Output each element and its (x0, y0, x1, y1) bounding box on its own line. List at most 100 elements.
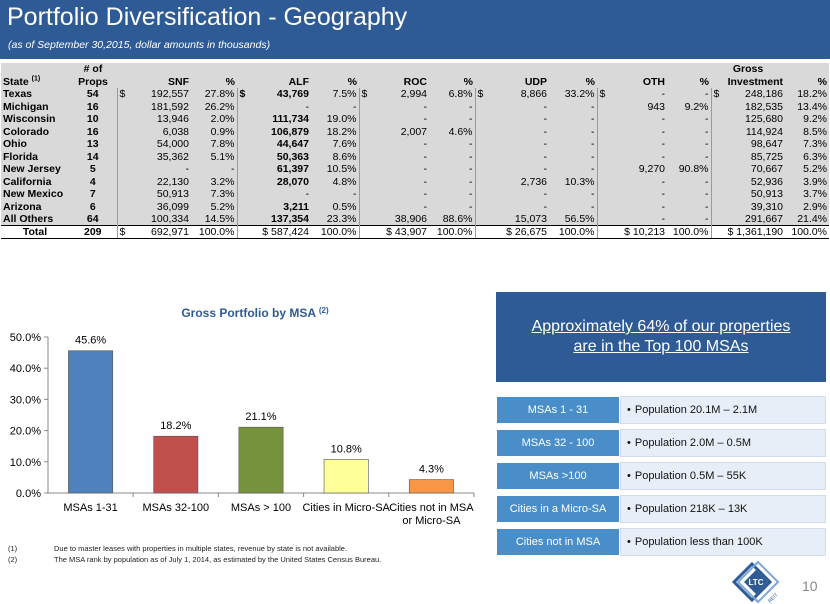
x-tick-label: Cities not in MSA (389, 502, 474, 514)
cell-state: Texas (1, 88, 69, 101)
cell-alf-pct: 7.6% (311, 138, 359, 151)
y-tick-label: 40.0% (10, 363, 41, 375)
cell-alf: - (236, 100, 311, 113)
cell-oth-pct: - (667, 150, 711, 163)
cell-snf-pct: 26.2% (191, 100, 237, 113)
cell-investment: 39,310 (710, 200, 785, 213)
table-row: New Jersey 5- -61,397 10.5% - - - -9,270 90.8% 70… (1, 163, 829, 176)
msa-row: Cities not in MSA • Population less than 1… (496, 528, 826, 556)
cell-roc-pct: 6.8% (429, 88, 475, 101)
cell-roc-pct: 100.0% (429, 225, 475, 239)
table-row: Florida 14 35,362 5.1% 50,363 8.6% - - - - - -85,72… (1, 150, 829, 163)
cell-state: New Jersey (1, 163, 69, 176)
cell-inv-pct: 2.9% (785, 200, 829, 213)
header-alf: ALF (237, 75, 311, 88)
table-row: Ohio 13 54,000 7.8% 44,647 7.6% - - - - - -98,647 7.… (1, 138, 829, 151)
footnote-1: (1) Due to master leases with properties … (8, 544, 348, 553)
cell-alf-pct: 7.5% (311, 88, 359, 101)
cell-oth: - (596, 113, 667, 126)
cell-roc-pct: - (429, 150, 475, 163)
table-row: Michigan 16 181,592 26.2% - - - - - -943 9.2% 182,5… (1, 100, 829, 113)
cell-udp: $ 26,675 (474, 225, 549, 239)
msa-population-text: Population less than 100K (634, 536, 763, 548)
table-row: Arizona 6 36,099 5.2% 3,211 0.5% - - - - - -39,310 2… (1, 200, 829, 213)
cell-roc: - (358, 163, 429, 176)
cell-udp-pct: 56.5% (549, 213, 597, 226)
cell-snf: 36,099 (116, 200, 191, 213)
cell-udp-pct: 100.0% (549, 225, 597, 239)
cell-oth-pct: - (667, 200, 711, 213)
bullet-icon: • (627, 404, 631, 416)
ltc-logo-icon: LTC REIT (731, 560, 779, 604)
cell-alf: 137,354 (236, 213, 311, 226)
table-header-row: State (1) Props SNF % ALF % ROC % UDP % … (1, 75, 829, 88)
header-props: Props (69, 75, 117, 88)
cell-props: 10 (69, 113, 117, 126)
y-tick-label: 30.0% (10, 394, 41, 406)
cell-udp: - (474, 113, 549, 126)
cell-investment: 114,924 (710, 125, 785, 138)
cell-investment: 98,647 (710, 138, 785, 151)
header-state: State (1) (1, 75, 69, 88)
bar (408, 479, 454, 494)
header-snf: SNF (117, 75, 191, 88)
cell-snf-pct: 5.1% (191, 150, 237, 163)
cell-oth-pct: 90.8% (667, 163, 711, 176)
cell-alf-pct: - (311, 188, 359, 201)
x-tick-label: or Micro-SA (402, 515, 461, 527)
header-oth-pct: % (667, 75, 711, 88)
cell-snf-pct: 7.8% (191, 138, 237, 151)
cell-state: All Others (1, 213, 69, 226)
cell-udp-pct: - (549, 163, 597, 176)
cell-snf: 6,038 (116, 125, 191, 138)
table-body: Texas 54 $192,557 27.8% $43,769 7.5% $2,994 6.8… (1, 88, 829, 239)
cell-snf-pct: 27.8% (191, 88, 237, 101)
bar (238, 426, 284, 494)
cell-roc: - (358, 200, 429, 213)
msa-row: Cities in a Micro-SA • Population 218K – 1… (496, 495, 826, 523)
header-udp: UDP (475, 75, 549, 88)
header-props-top: # of (69, 63, 117, 76)
data-label: 45.6% (75, 335, 106, 347)
table-total-row: Total 209 $692,971 100.0% $ 587,424 100.0% $ 4… (1, 225, 829, 239)
cell-state: New Mexico (1, 188, 69, 201)
cell-props: 14 (69, 150, 117, 163)
msa-row: MSAs 32 - 100 • Population 2.0M – 0.5M (496, 429, 826, 457)
cell-roc: - (358, 175, 429, 188)
cell-snf: 54,000 (116, 138, 191, 151)
cell-roc-pct: - (429, 200, 475, 213)
table-row: Texas 54 $192,557 27.8% $43,769 7.5% $2,994 6.8… (1, 88, 829, 101)
cell-snf: 22,130 (116, 175, 191, 188)
cell-props: 209 (69, 225, 117, 239)
header-alf-pct: % (311, 75, 359, 88)
geography-table: # of Gross State (1) Props SNF % ALF % R… (1, 63, 829, 239)
cell-investment: 291,667 (710, 213, 785, 226)
callout-line-2: are in the Top 100 MSAs (573, 338, 749, 355)
cell-oth-pct: - (667, 213, 711, 226)
cell-roc: 38,906 (358, 213, 429, 226)
cell-roc: - (358, 100, 429, 113)
callout-line-1: Approximately 64% of our properties (531, 318, 791, 335)
msa-population-text: Population 0.5M – 55K (634, 470, 747, 482)
footnote-2: (2) The MSA rank by population as of July… (8, 555, 382, 564)
cell-alf-pct: 10.5% (311, 163, 359, 176)
header-roc-pct: % (429, 75, 475, 88)
cell-investment: $248,186 (710, 88, 785, 101)
cell-oth: - (596, 138, 667, 151)
cell-roc-pct: - (429, 138, 475, 151)
cell-udp: 2,736 (474, 175, 549, 188)
cell-inv-pct: 18.2% (785, 88, 829, 101)
cell-investment: 182,535 (710, 100, 785, 113)
bullet-icon: • (627, 536, 631, 548)
msa-population: • Population 2.0M – 0.5M (620, 429, 826, 457)
msa-bar-chart: Gross Portfolio by MSA (2) 0.0% 10.0% 20.0… (10, 306, 475, 527)
cell-inv-pct: 3.9% (785, 175, 829, 188)
cell-snf-pct: 2.0% (191, 113, 237, 126)
cell-snf: $692,971 (116, 225, 191, 239)
cell-snf: 100,334 (116, 213, 191, 226)
cell-alf: $ 587,424 (236, 225, 311, 239)
msa-label: MSAs 1 - 31 (496, 396, 620, 424)
logo-sub: REIT (767, 592, 779, 604)
cell-udp: - (474, 163, 549, 176)
cell-oth: $ 10,213 (596, 225, 667, 239)
